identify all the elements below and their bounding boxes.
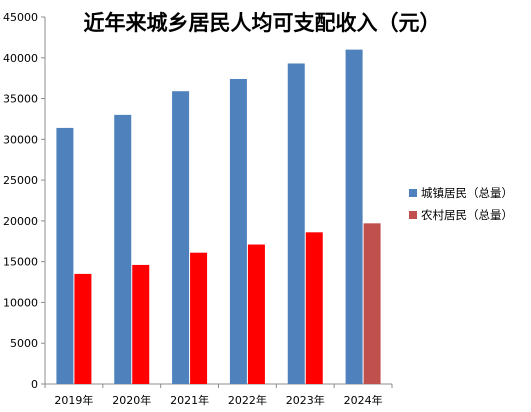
legend-label: 农村居民（总量） <box>421 208 513 222</box>
bar-rural <box>247 244 265 384</box>
x-tick-label: 2024年 <box>344 393 383 407</box>
bar-urban <box>172 91 190 385</box>
bar-rural <box>363 223 381 384</box>
legend-swatch <box>409 189 417 197</box>
bar-rural <box>305 232 323 384</box>
y-tick-label: 10000 <box>3 296 38 309</box>
bar-urban <box>56 127 74 384</box>
x-tick-label: 2021年 <box>170 393 209 407</box>
y-tick-label: 30000 <box>3 133 38 146</box>
legend-swatch <box>409 211 417 219</box>
y-tick-label: 5000 <box>10 337 38 350</box>
legend-label: 城镇居民（总量） <box>421 186 513 200</box>
bar-rural <box>190 252 208 384</box>
bar-rural <box>132 264 150 384</box>
bars <box>56 49 381 385</box>
chart-title: 近年来城乡居民人均可支配收入（元） <box>84 10 441 35</box>
bar-rural <box>74 273 92 384</box>
x-tick-label: 2020年 <box>112 393 151 407</box>
bar-urban <box>345 49 363 384</box>
bar-urban <box>229 78 247 384</box>
y-tick-label: 15000 <box>3 256 38 269</box>
y-tick-label: 40000 <box>3 52 38 65</box>
x-tick-label: 2019年 <box>54 393 93 407</box>
y-tick-label: 45000 <box>3 11 38 24</box>
x-tick-label: 2023年 <box>286 393 325 407</box>
y-tick-label: 20000 <box>3 215 38 228</box>
y-tick-label: 0 <box>31 378 38 391</box>
y-tick-label: 35000 <box>3 93 38 106</box>
x-axis: 2019年 2020年 2021年 2022年 2023年 2024年 <box>44 383 393 407</box>
y-tick-label: 25000 <box>3 174 38 187</box>
bar-urban <box>114 114 132 384</box>
y-axis: 0 5000 10000 15000 20000 25000 30000 35000 40000… <box>3 11 46 391</box>
legend: 城镇居民（总量） 农村居民（总量） <box>409 186 513 222</box>
bar-urban <box>287 63 305 385</box>
x-tick-label: 2022年 <box>228 393 267 407</box>
